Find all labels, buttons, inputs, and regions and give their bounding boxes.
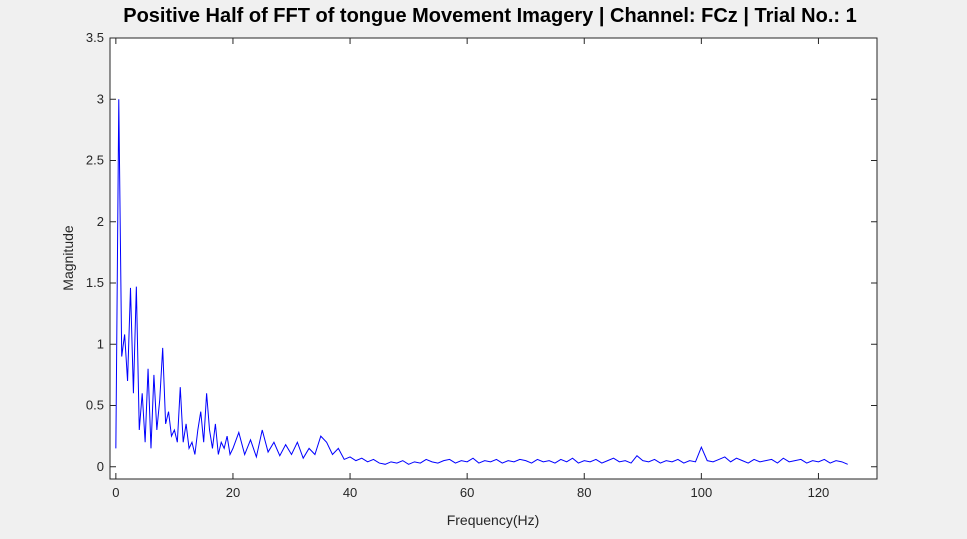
chart-title: Positive Half of FFT of tongue Movement … [123, 5, 857, 27]
plot-area [109, 37, 878, 480]
y-tick-label: 2 [97, 214, 104, 229]
y-tick-label: 1 [97, 336, 104, 351]
x-tick-label: 80 [577, 485, 591, 500]
y-tick-label: 0 [97, 459, 104, 474]
y-tick-label: 3 [97, 91, 104, 106]
x-tick-label: 60 [460, 485, 474, 500]
y-tick-label: 0.5 [86, 398, 104, 413]
x-tick-label: 20 [226, 485, 240, 500]
x-tick-label: 40 [343, 485, 357, 500]
y-tick-label: 2.5 [86, 153, 104, 168]
y-tick-label: 1.5 [86, 275, 104, 290]
x-axis-label: Frequency(Hz) [447, 512, 540, 528]
y-axis-label: Magnitude [60, 225, 76, 291]
x-tick-label: 120 [808, 485, 830, 500]
line-series [115, 99, 848, 465]
x-tick-label: 0 [112, 485, 119, 500]
x-tick-label: 100 [690, 485, 712, 500]
y-tick-label: 3.5 [86, 30, 104, 45]
